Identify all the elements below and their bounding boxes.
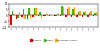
Bar (56, 15, 57, 16)
Bar (96, 12, 97, 15)
Bar (71, 15, 72, 17)
Bar (34, 8, 35, 15)
Bar (12, 11, 13, 15)
Bar (28, 8, 30, 15)
Bar (17, 15, 19, 18)
Bar (65, 15, 67, 17)
Bar (67, 10, 68, 15)
Bar (23, 10, 24, 15)
Bar (72, 10, 74, 15)
Bar (39, 12, 41, 15)
Bar (63, 7, 64, 15)
Bar (79, 11, 81, 15)
Bar (24, 15, 26, 19)
Bar (10, 15, 12, 25)
Bar (74, 7, 75, 15)
Bar (35, 8, 37, 15)
Bar (90, 11, 92, 15)
Bar (30, 15, 31, 18)
Bar (54, 15, 56, 16)
Bar (60, 15, 61, 16)
Bar (21, 15, 23, 17)
Bar (45, 15, 46, 16)
Bar (13, 14, 15, 15)
Bar (38, 15, 39, 16)
Bar (85, 11, 86, 15)
Bar (41, 15, 42, 18)
Bar (83, 12, 85, 15)
Bar (76, 15, 78, 17)
Bar (68, 7, 70, 15)
Bar (61, 6, 63, 15)
Bar (57, 14, 59, 15)
Bar (16, 15, 17, 19)
Bar (49, 15, 50, 16)
Bar (94, 13, 96, 15)
Bar (82, 15, 83, 17)
Bar (89, 13, 90, 15)
Legend: Synthetic, Organic, Biodynamic Sound: Synthetic, Organic, Biodynamic Sound (30, 39, 77, 41)
Bar (43, 15, 45, 16)
Bar (78, 12, 79, 15)
Bar (93, 15, 94, 16)
Bar (87, 15, 89, 17)
Bar (46, 14, 48, 15)
Bar (19, 12, 20, 15)
Bar (27, 15, 28, 19)
Bar (32, 15, 34, 17)
